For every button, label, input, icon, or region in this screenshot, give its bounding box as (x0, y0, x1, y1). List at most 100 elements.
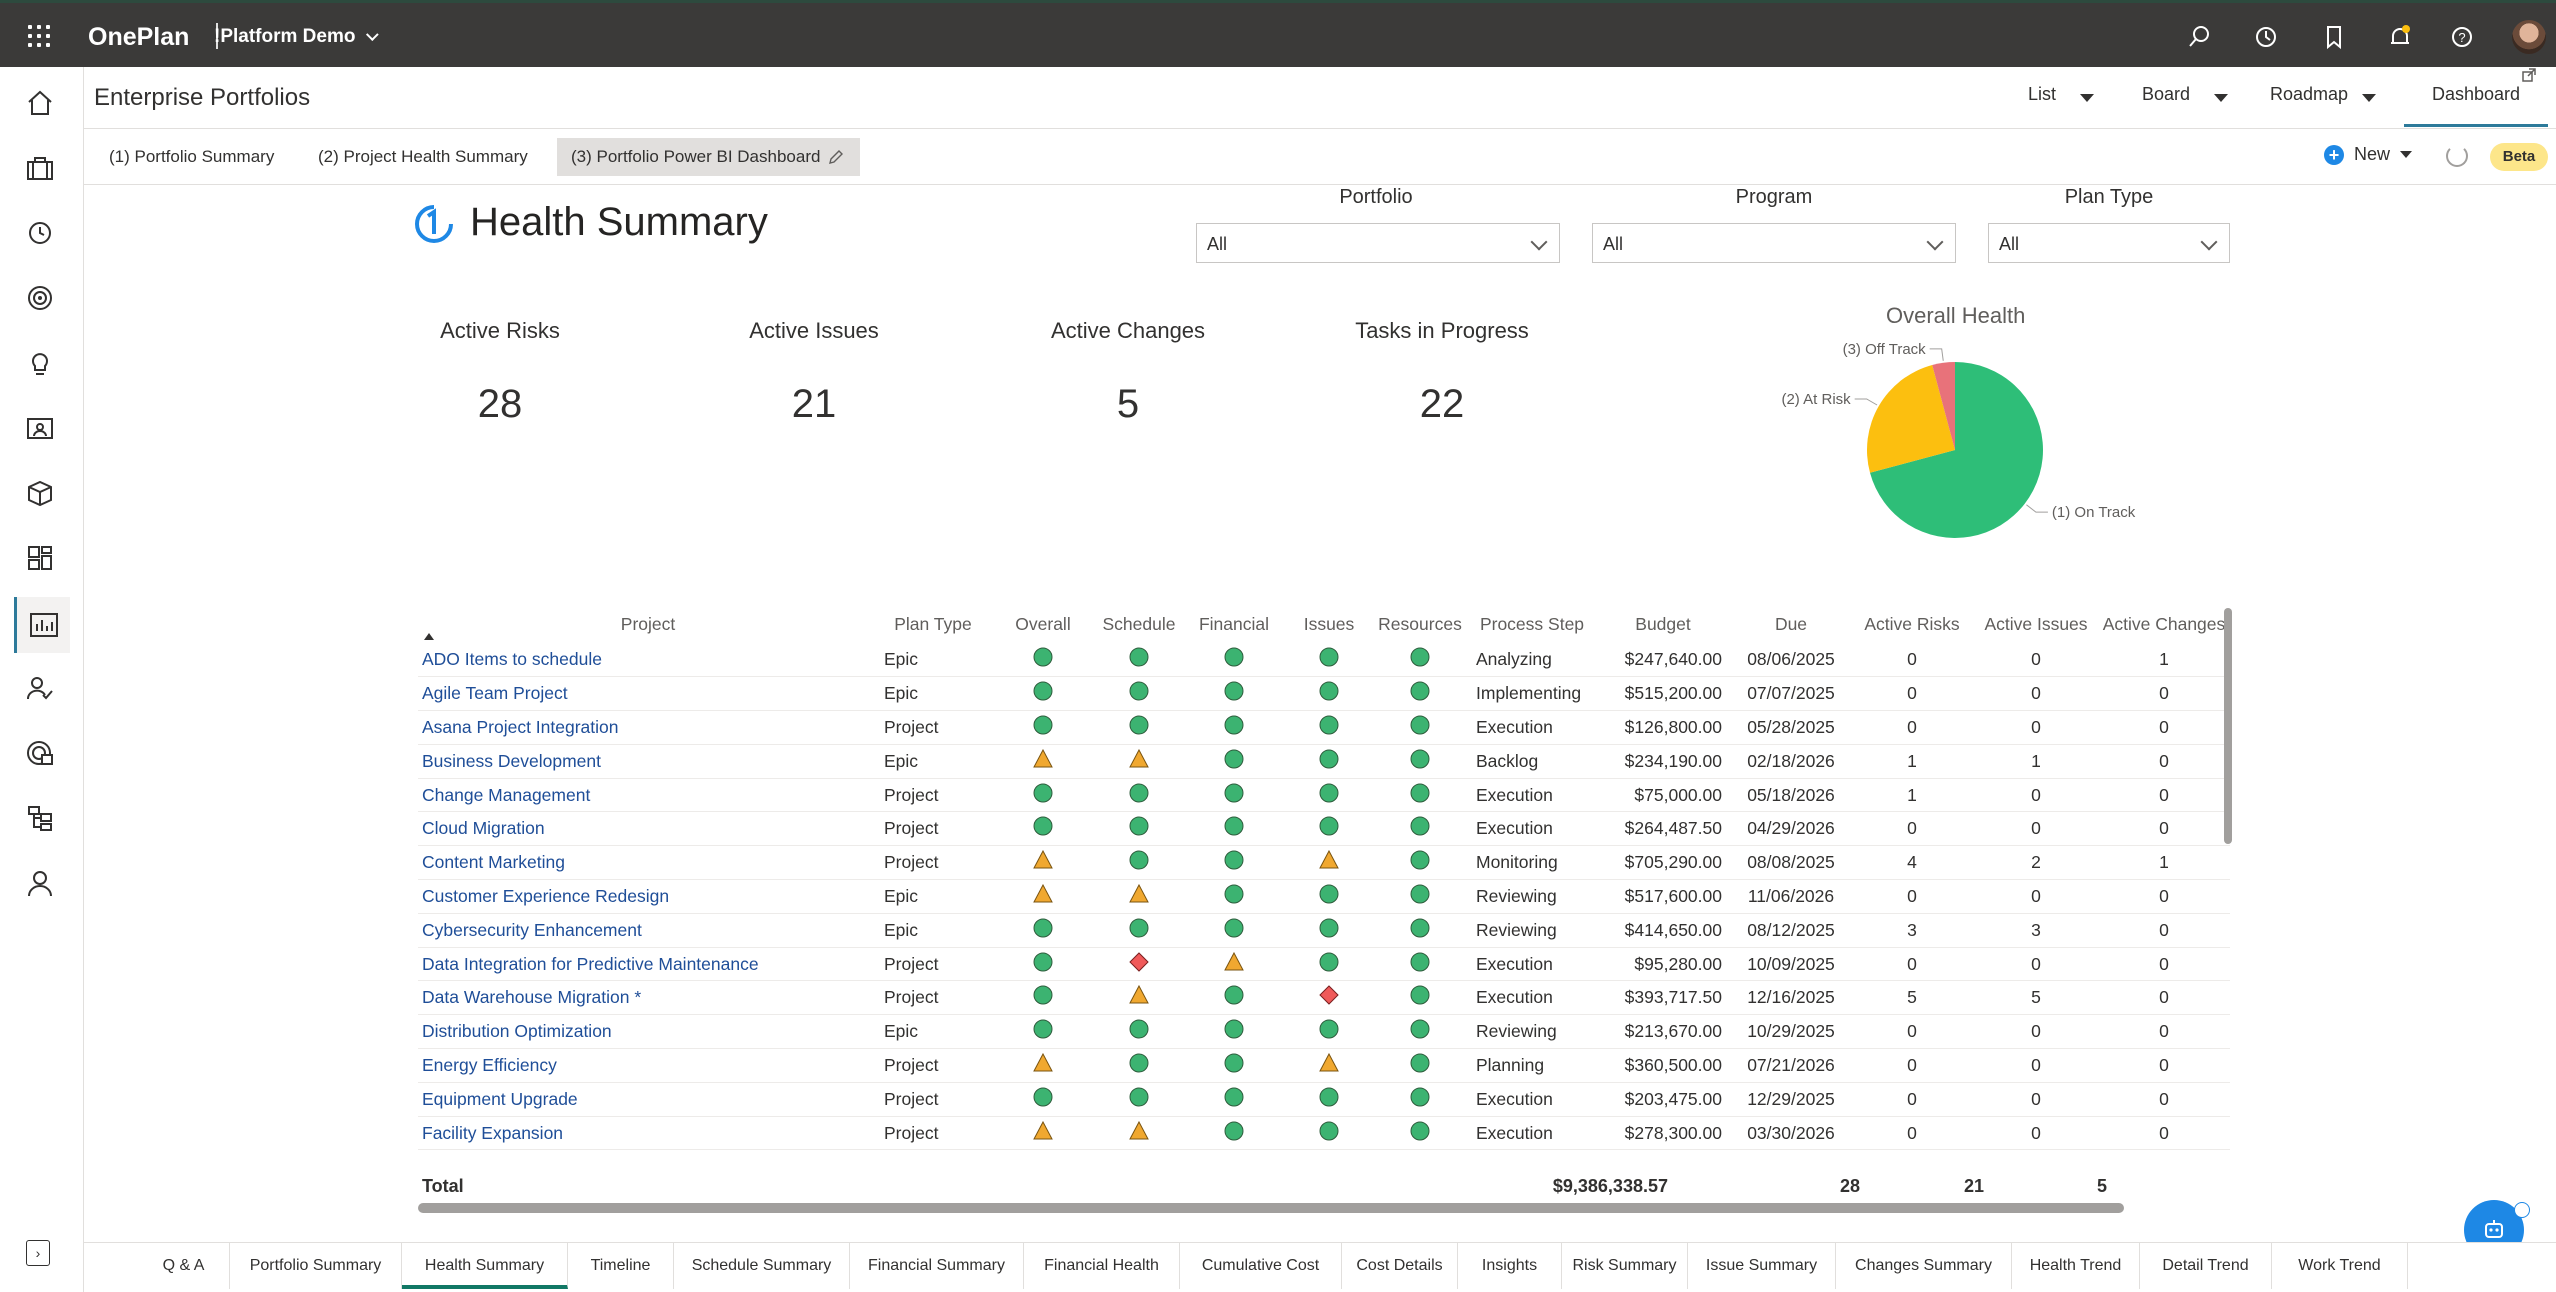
org-hierarchy-icon[interactable] (20, 798, 60, 838)
column-header-overall[interactable]: Overall (1015, 613, 1071, 634)
app-launcher-icon[interactable] (28, 25, 50, 47)
table-row[interactable]: Facility Expansion Project Execution $278,3… (418, 1116, 2230, 1151)
slicer-portfolio[interactable]: All (1196, 223, 1560, 263)
table-row[interactable]: ADO Items to schedule Epic Analyzing $247,6… (418, 643, 2230, 678)
page-tab-timeline[interactable]: Timeline (568, 1243, 674, 1289)
roadmap-dropdown-icon[interactable] (2362, 94, 2376, 102)
page-tab-issue-summary[interactable]: Issue Summary (1688, 1243, 1836, 1289)
report-tab-project-health[interactable]: (2) Project Health Summary (304, 138, 542, 176)
expand-nav-icon[interactable]: › (26, 1240, 50, 1266)
report-tab-power-bi[interactable]: (3) Portfolio Power BI Dashboard (557, 138, 860, 176)
column-header-active-changes[interactable]: Active Changes (2102, 613, 2226, 634)
user-avatar[interactable] (2512, 20, 2546, 54)
page-tab-work-trend[interactable]: Work Trend (2272, 1243, 2408, 1289)
page-tab-detail-trend[interactable]: Detail Trend (2140, 1243, 2272, 1289)
view-tab-list[interactable]: List (2028, 84, 2057, 104)
horizontal-scrollbar[interactable] (418, 1203, 2124, 1213)
brand-name[interactable]: OnePlan (88, 23, 190, 51)
column-header-active-issues[interactable]: Active Issues (1984, 613, 2088, 634)
project-link[interactable]: Data Warehouse Migration * (418, 980, 878, 1016)
list-dropdown-icon[interactable] (2080, 94, 2094, 102)
page-tab-q-a[interactable]: Q & A (138, 1243, 230, 1289)
board-dropdown-icon[interactable] (2214, 94, 2228, 102)
project-link[interactable]: Content Marketing (418, 845, 878, 881)
column-header-financial[interactable]: Financial (1198, 613, 1270, 634)
help-icon[interactable]: ? (2448, 23, 2476, 51)
project-link[interactable]: Facility Expansion (418, 1116, 878, 1151)
table-row[interactable]: Change Management Project Execution $75,000… (418, 778, 2230, 813)
vertical-scrollbar[interactable] (2224, 608, 2232, 844)
table-row[interactable]: Content Marketing Project Monitoring $705,2… (418, 845, 2230, 881)
table-row[interactable]: Customer Experience Redesign Epic Reviewin… (418, 879, 2230, 914)
column-header-plan-type[interactable]: Plan Type (894, 613, 972, 634)
reports-radar-icon[interactable] (20, 733, 60, 773)
history-icon[interactable] (2252, 23, 2280, 51)
table-row[interactable]: Data Integration for Predictive Maintena… (418, 947, 2230, 982)
column-header-project[interactable]: Project (620, 613, 676, 634)
project-link[interactable]: Data Integration for Predictive Maintena… (418, 947, 878, 982)
page-tab-financial-health[interactable]: Financial Health (1024, 1243, 1180, 1289)
dashboard-chart-icon[interactable] (14, 597, 70, 653)
page-tab-health-summary[interactable]: Health Summary (402, 1243, 568, 1289)
project-link[interactable]: Distribution Optimization (418, 1014, 878, 1050)
column-header-resources[interactable]: Resources (1378, 613, 1462, 634)
notification-bell-icon[interactable] (2386, 23, 2414, 51)
project-link[interactable]: Customer Experience Redesign (418, 879, 878, 914)
column-header-issues[interactable]: Issues (1303, 613, 1355, 634)
profile-person-icon[interactable] (20, 863, 60, 903)
page-tab-cumulative-cost[interactable]: Cumulative Cost (1180, 1243, 1342, 1289)
pie-slice[interactable] (1932, 362, 1955, 450)
table-row[interactable]: Data Warehouse Migration * Project Executi… (418, 980, 2230, 1016)
portfolio-briefcase-icon[interactable] (20, 148, 60, 188)
page-tab-changes-summary[interactable]: Changes Summary (1836, 1243, 2012, 1289)
slicer-program[interactable]: All (1592, 223, 1956, 263)
sort-ascending-icon[interactable] (424, 633, 434, 640)
project-link[interactable]: Business Development (418, 744, 878, 779)
page-tab-risk-summary[interactable]: Risk Summary (1562, 1243, 1688, 1289)
project-link[interactable]: Cybersecurity Enhancement (418, 913, 878, 948)
pie-slice[interactable] (1869, 362, 2043, 538)
view-tab-roadmap[interactable]: Roadmap (2270, 84, 2349, 104)
view-tab-board[interactable]: Board (2142, 84, 2191, 104)
column-header-active-risks[interactable]: Active Risks (1864, 613, 1960, 634)
view-tab-dashboard[interactable]: Dashboard (2432, 84, 2521, 104)
project-link[interactable]: ADO Items to schedule (418, 643, 878, 678)
column-header-due[interactable]: Due (1774, 613, 1808, 634)
table-row[interactable]: Distribution Optimization Epic Reviewing $2… (418, 1014, 2230, 1050)
page-tab-health-trend[interactable]: Health Trend (2012, 1243, 2140, 1289)
home-nav-icon[interactable] (20, 83, 60, 123)
new-button[interactable]: + New (2324, 144, 2413, 165)
project-link[interactable]: Energy Efficiency (418, 1048, 878, 1083)
popout-icon[interactable] (2522, 68, 2536, 82)
overall-health-pie-chart[interactable]: (1) On Track (2) At Risk (3) Off Track (1740, 330, 2140, 560)
page-tab-schedule-summary[interactable]: Schedule Summary (674, 1243, 850, 1289)
table-row[interactable]: Equipment Upgrade Project Execution $203,47… (418, 1082, 2230, 1117)
project-link[interactable]: Cloud Migration (418, 811, 878, 847)
timesheet-clock-icon[interactable] (20, 213, 60, 253)
report-tab-portfolio-summary[interactable]: (1) Portfolio Summary (95, 138, 288, 176)
project-link[interactable]: Agile Team Project (418, 676, 878, 712)
resources-people-icon[interactable] (20, 668, 60, 708)
project-link[interactable]: Change Management (418, 778, 878, 813)
edit-pencil-icon[interactable] (827, 148, 845, 166)
refresh-icon[interactable] (2446, 145, 2468, 167)
table-row[interactable]: Energy Efficiency Project Planning $360,500… (418, 1048, 2230, 1083)
pie-slice[interactable] (1867, 364, 1955, 473)
page-tab-financial-summary[interactable]: Financial Summary (850, 1243, 1024, 1289)
bookmark-icon[interactable] (2320, 23, 2348, 51)
workspace-switcher[interactable]: !Platform Demo (214, 26, 380, 48)
products-box-icon[interactable] (20, 473, 60, 513)
project-link[interactable]: Equipment Upgrade (418, 1082, 878, 1117)
page-tab-portfolio-summary[interactable]: Portfolio Summary (230, 1243, 402, 1289)
search-icon[interactable] (2186, 23, 2214, 51)
column-header-budget[interactable]: Budget (1635, 613, 1691, 634)
table-row[interactable]: Business Development Epic Backlog $234,190.… (418, 744, 2230, 779)
contact-card-icon[interactable] (20, 408, 60, 448)
slicer-plantype[interactable]: All (1988, 223, 2230, 263)
boards-grid-icon[interactable] (20, 538, 60, 578)
page-tab-insights[interactable]: Insights (1458, 1243, 1562, 1289)
project-link[interactable]: Asana Project Integration (418, 710, 878, 745)
table-row[interactable]: Agile Team Project Epic Implementing $515,2… (418, 676, 2230, 712)
column-header-process-step[interactable]: Process Step (1479, 613, 1585, 634)
ideas-lightbulb-icon[interactable] (20, 343, 60, 383)
